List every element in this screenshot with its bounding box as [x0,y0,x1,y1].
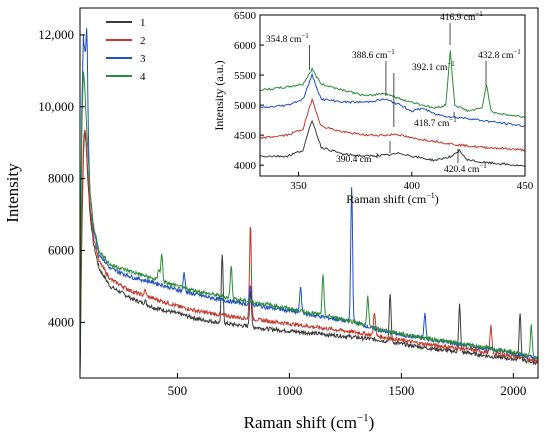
annotation-label: 418.7 cm−1 [414,116,457,129]
annotation-label: 420.4 cm−1 [444,162,487,175]
inset-x-axis-title: Raman shift (cm−1) [346,191,439,206]
inset-x-tick-label: 400 [404,180,421,192]
inset-series-1-line [259,119,526,167]
y-axis-title: Intensity [3,163,22,223]
x-tick-label: 2000 [500,383,526,398]
inset-y-tick-label: 5500 [234,70,257,82]
inset-series-2-line [259,97,526,152]
inset-series-4-line [259,50,526,119]
main-frame [79,7,539,379]
series-4-line [79,71,539,367]
series-2-line [79,129,539,371]
main-axes: 500 1000 1500 2000 4000 6000 8000 10,000 12,000 R… [3,7,539,432]
inset-y-axis-title: Intensity (a.u.) [212,60,226,130]
legend-label-3: 3 [140,53,146,65]
inset-x-tick-label: 350 [290,180,307,192]
annotation-label: 432.8 cm−1 [478,48,521,61]
main-plot [79,28,539,377]
annotation-label: 416.9 cm−1 [440,10,483,23]
inset-y-tick-label: 6000 [234,40,257,52]
y-tick-label: 12,000 [38,27,74,42]
inset-axes: 350 400 450 4000 4500 5000 5500 6000 6500 Raman s… [212,10,534,206]
legend-label-2: 2 [140,35,146,47]
x-axis-title: Raman shift (cm−1) [244,412,375,432]
legend: 1 2 3 4 [106,17,146,83]
legend-label-4: 4 [140,71,146,83]
inset-x-tick-label: 450 [517,180,534,192]
y-tick-label: 8000 [48,171,74,186]
x-tick-label: 500 [168,383,188,398]
inset-frame [259,14,526,177]
inset-background [260,15,525,176]
annotation-label: 392.1 cm−1 [412,60,455,73]
inset-plot [259,15,526,176]
y-tick-label: 6000 [48,242,74,257]
inset-annotations: 354.8 cm−1 388.6 cm−1 392.1 cm−1 416.9 cm−1… [266,10,521,175]
annotation-label: 390.4 cm−1 [336,152,379,165]
inset-y-tick-label: 4000 [234,160,257,172]
inset-y-tick-label: 5000 [234,100,257,112]
annotation-label: 388.6 cm−1 [352,48,395,61]
y-tick-label: 4000 [48,314,74,329]
legend-label-1: 1 [140,17,146,29]
series-3-line [79,28,539,369]
annotation-label: 354.8 cm−1 [266,32,309,45]
inset-series-3-line [259,72,526,128]
inset-y-tick-label: 4500 [234,130,257,142]
y-tick-label: 10,000 [38,99,74,114]
inset-y-tick-label: 6500 [234,10,257,22]
x-tick-label: 1500 [388,383,414,398]
x-tick-label: 1000 [276,383,302,398]
